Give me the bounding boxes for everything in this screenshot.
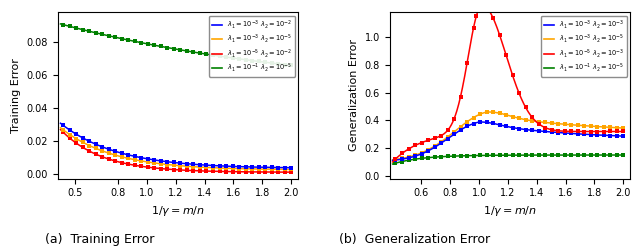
X-axis label: $1/\gamma = m/n$: $1/\gamma = m/n$ [151, 204, 205, 218]
Legend: $\lambda_1 = 10^{-3}$ $\lambda_2 = 10^{-2}$, $\lambda_1 = 10^{-3}$ $\lambda_2 = : $\lambda_1 = 10^{-3}$ $\lambda_2 = 10^{-… [209, 16, 295, 77]
Y-axis label: Training Error: Training Error [11, 58, 21, 133]
Legend: $\lambda_1 = 10^{-3}$ $\lambda_2 = 10^{-3}$, $\lambda_1 = 10^{-3}$ $\lambda_2 = : $\lambda_1 = 10^{-3}$ $\lambda_2 = 10^{-… [541, 16, 627, 77]
Text: (b)  Generalization Error: (b) Generalization Error [339, 233, 490, 246]
Text: (a)  Training Error: (a) Training Error [45, 233, 154, 246]
X-axis label: $1/\gamma = m/n$: $1/\gamma = m/n$ [483, 204, 537, 218]
Y-axis label: Generalization Error: Generalization Error [349, 39, 359, 152]
